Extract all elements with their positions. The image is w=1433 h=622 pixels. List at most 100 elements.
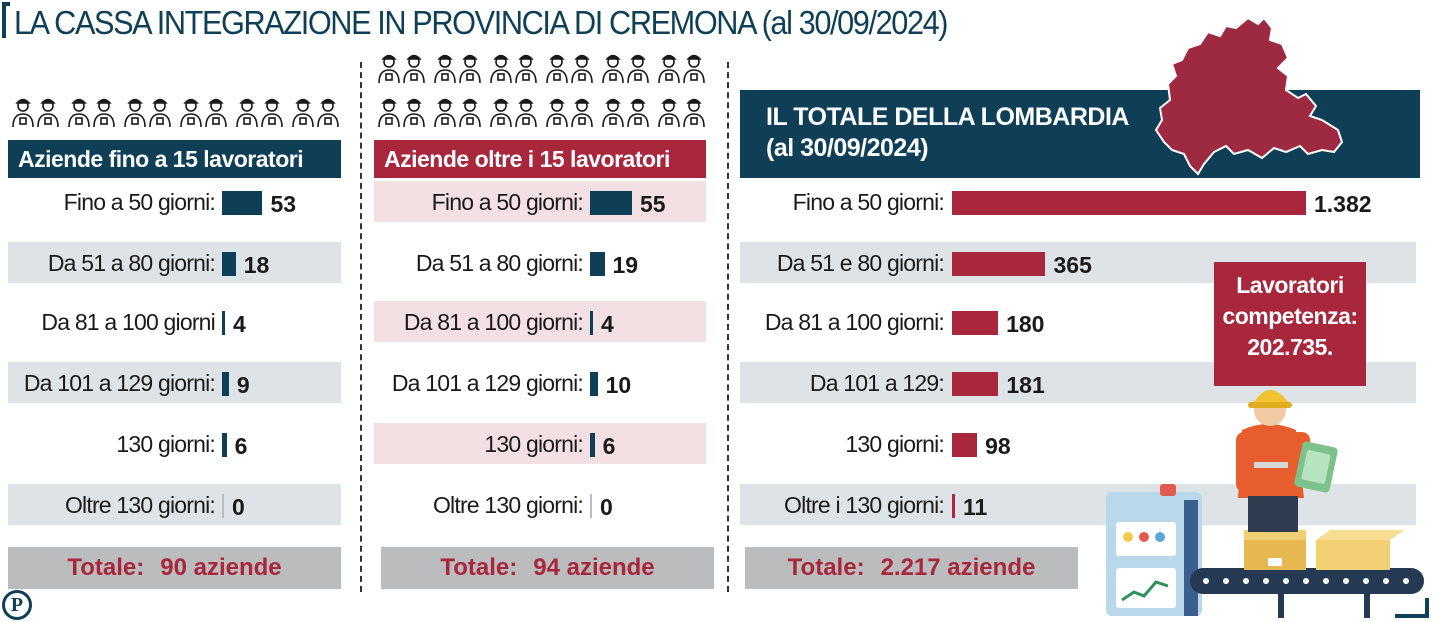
bar-value-label: 180: [1006, 311, 1045, 337]
bar-value-label: 10: [605, 372, 632, 398]
bar-category-label: Da 81 a 100 giorni:: [403, 309, 584, 335]
bar-category-label: Oltre i 130 giorni:: [784, 492, 945, 518]
bar-category-label: Da 81 a 100 giorni:: [764, 309, 945, 335]
bar: [952, 372, 999, 396]
worker-icon: [234, 94, 286, 128]
bar-category-label: Da 51 a 80 giorni:: [415, 250, 584, 276]
bar-category-label: 130 giorni:: [845, 431, 944, 457]
bar-category-label: 130 giorni:: [484, 431, 583, 457]
bar-category-label: Da 51 a 80 giorni:: [47, 250, 216, 276]
lombardia-title: IL TOTALE DELLA LOMBARDIA: [766, 103, 1129, 131]
bar: [222, 372, 229, 396]
worker-icons-large-top: [376, 50, 708, 84]
bar-category-label: Da 101 a 129 giorni:: [391, 370, 584, 396]
total-value: 94 aziende: [533, 554, 655, 581]
bar: [222, 311, 226, 335]
factory-worker-illustration: [1106, 390, 1424, 618]
bar-value-label: 4: [601, 311, 614, 337]
bar-value-label: 19: [612, 252, 639, 278]
bar: [590, 372, 598, 396]
bar-value-label: 0: [600, 494, 613, 520]
bar-value-label: 11: [963, 494, 988, 520]
lombardy-map-icon: [1154, 16, 1344, 176]
lombardia-subtitle: (al 30/09/2024): [766, 134, 929, 162]
row-background: [8, 242, 341, 283]
title-corner-bracket: [2, 2, 10, 38]
bar-value-label: 9: [236, 372, 250, 398]
bar: [222, 433, 227, 457]
total-label: Totale:: [440, 554, 518, 581]
worker-icon: [544, 50, 596, 84]
bar: [222, 191, 263, 215]
total-box-small: Totale: 90 aziende: [8, 547, 341, 589]
bar: [952, 252, 1046, 276]
bar: [952, 494, 955, 518]
total-box-lombardia: Totale: 2.217 aziende: [745, 547, 1078, 589]
bar-value-label: 0: [232, 494, 245, 520]
worker-icon: [488, 50, 540, 84]
bar-category-label: Da 101 a 129:: [809, 370, 945, 396]
bar-value-label: 365: [1053, 252, 1092, 278]
bar: [952, 191, 1306, 215]
separator-line: [727, 62, 729, 592]
bottom-corner-bracket: [1395, 598, 1429, 618]
worker-icon: [10, 94, 62, 128]
panel-title-small: Aziende fino a 15 lavoratori: [8, 140, 341, 178]
row-background: [374, 301, 706, 342]
bar-value-label: 53: [270, 191, 297, 217]
bar: [590, 494, 592, 518]
total-value: 90 aziende: [160, 554, 282, 581]
bar-value-label: 181: [1006, 372, 1045, 398]
bar-category-label: Da 81 a 100 giorni: [41, 309, 215, 335]
bar-category-label: Fino a 50 giorni:: [792, 189, 945, 215]
bar-category-label: Oltre 130 giorni:: [432, 492, 584, 518]
bar-value-label: 6: [234, 433, 248, 459]
bar: [952, 311, 999, 335]
panel-title-large: Aziende oltre i 15 lavoratori: [374, 140, 706, 178]
worker-icon: [656, 50, 708, 84]
bar: [590, 252, 605, 276]
total-label: Totale:: [787, 554, 865, 581]
worker-icon: [122, 94, 174, 128]
total-value: 2.217 aziende: [880, 554, 1036, 581]
bar: [952, 433, 978, 457]
worker-icon: [376, 94, 428, 128]
worker-icon: [66, 94, 118, 128]
worker-icon: [290, 94, 342, 128]
worker-icon: [544, 94, 596, 128]
worker-icons-large-bottom: [376, 94, 708, 128]
worker-icon: [488, 94, 540, 128]
bar-category-label: Da 101 a 129 giorni:: [23, 370, 216, 396]
worker-icon: [376, 50, 428, 84]
bar: [222, 494, 224, 518]
bar-value-label: 4: [233, 311, 246, 337]
bar-value-label: 98: [985, 433, 1011, 459]
bar-category-label: 130 giorni:: [116, 431, 215, 457]
worker-icon: [600, 50, 652, 84]
bar-category-label: Oltre 130 giorni:: [64, 492, 216, 518]
row-background: [374, 181, 706, 222]
bar: [590, 433, 595, 457]
page-title: LA CASSA INTEGRAZIONE IN PROVINCIA DI CR…: [14, 4, 949, 41]
logo-p-icon: P: [2, 590, 32, 620]
bar-category-label: Da 51 e 80 giorni:: [776, 250, 945, 276]
separator-line: [360, 62, 362, 592]
worker-icon: [656, 94, 708, 128]
worker-icons-small: [10, 94, 342, 128]
worker-icon: [600, 94, 652, 128]
row-background: [740, 484, 1416, 525]
worker-icon: [432, 94, 484, 128]
worker-icon: [178, 94, 230, 128]
row-background: [8, 484, 341, 525]
total-label: Totale:: [67, 554, 145, 581]
bar: [590, 311, 594, 335]
row-background: [8, 362, 341, 403]
bar: [590, 191, 632, 215]
bar-value-label: 18: [243, 252, 270, 278]
workers-info-box: Lavoratori competenza: 202.735.: [1214, 262, 1366, 386]
bar-value-label: 1.382: [1314, 191, 1372, 217]
bar-value-label: 6: [602, 433, 616, 459]
row-background: [374, 423, 706, 464]
total-box-large: Totale: 94 aziende: [381, 547, 714, 589]
bar-category-label: Fino a 50 giorni:: [63, 189, 216, 215]
